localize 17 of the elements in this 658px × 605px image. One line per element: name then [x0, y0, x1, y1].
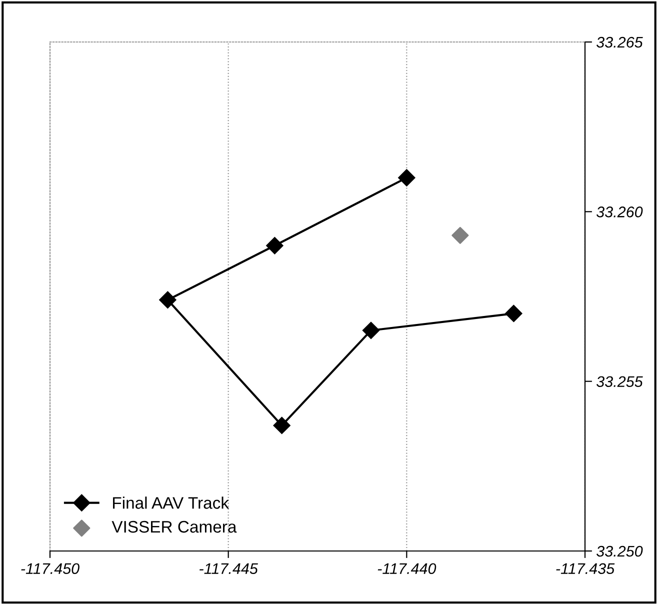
x-tick-label: -117.450 [21, 563, 80, 574]
y-tick-label: 33.250 [596, 546, 643, 557]
x-tick-label: -117.435 [556, 563, 615, 574]
legend-label: VISSER Camera [112, 520, 237, 533]
point [273, 416, 290, 434]
y-tick-label: 33.265 [596, 36, 643, 48]
point [362, 322, 380, 339]
y-tick-label: 33.260 [596, 206, 643, 218]
point [266, 237, 284, 254]
x-tick-label: -117.440 [378, 563, 436, 574]
point [452, 226, 469, 244]
point [159, 291, 176, 308]
point [398, 169, 416, 186]
legend-label: Final AAV Track [113, 496, 230, 509]
x-tick-label: -117.445 [200, 563, 258, 574]
y-tick-label: 33.255 [596, 376, 643, 388]
point [505, 304, 522, 322]
